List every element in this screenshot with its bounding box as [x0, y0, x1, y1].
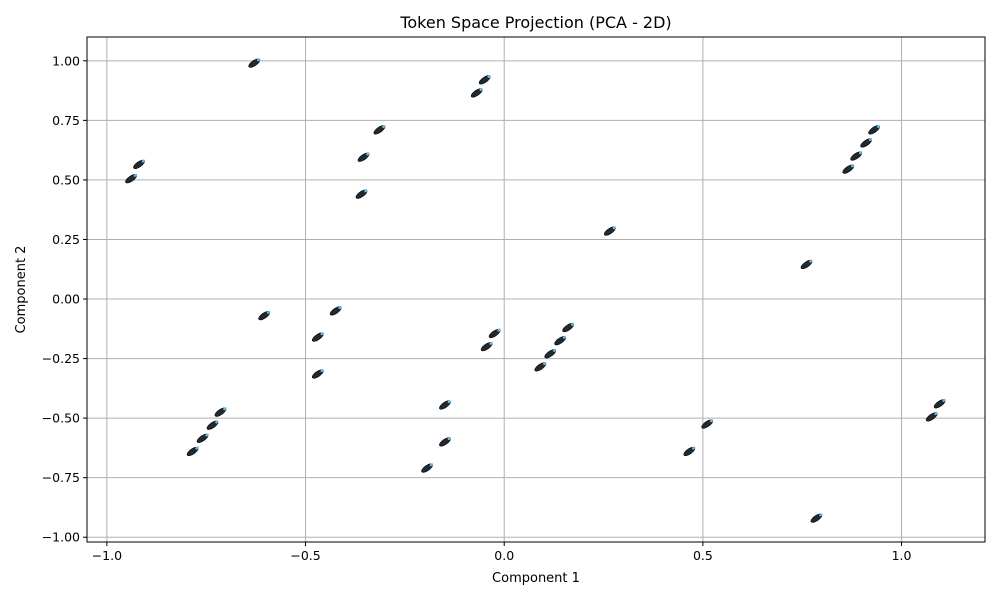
- x-axis-label: Component 1: [492, 571, 580, 586]
- data-point-highlight: [934, 412, 938, 416]
- data-point: [683, 446, 696, 457]
- data-point-highlight: [320, 332, 324, 336]
- data-point: [470, 88, 483, 98]
- data-point: [842, 164, 855, 174]
- data-point: [933, 398, 946, 409]
- data-point-highlight: [562, 335, 567, 339]
- data-point-highlight: [320, 369, 324, 373]
- data-point: [480, 341, 493, 352]
- data-point-highlight: [447, 400, 452, 404]
- y-tick-label: −0.50: [42, 411, 80, 426]
- data-point: [311, 332, 324, 342]
- axis-ticks: −1.0 −0.5 0.0 0.5 1.0 −1.00 −0.75 −0.50 −0.25 0.0…: [42, 53, 912, 563]
- data-point: [604, 226, 616, 236]
- data-point-highlight: [133, 173, 138, 177]
- data-point: [810, 513, 823, 523]
- data-point: [800, 259, 813, 270]
- y-tick-label: −1.00: [42, 530, 80, 545]
- data-point: [214, 407, 227, 417]
- x-tick-label: 0.0: [494, 548, 514, 563]
- data-point: [248, 58, 261, 68]
- y-tick-label: −0.25: [42, 351, 80, 366]
- data-points: [125, 58, 946, 523]
- data-point-highlight: [497, 328, 501, 332]
- chart-title: Token Space Projection (PCA - 2D): [399, 13, 671, 32]
- data-point-highlight: [570, 322, 575, 326]
- data-point-highlight: [256, 58, 261, 62]
- data-point: [701, 419, 714, 429]
- data-point: [186, 446, 199, 457]
- data-point-highlight: [223, 407, 227, 411]
- data-point-highlight: [876, 125, 881, 129]
- data-point: [925, 412, 938, 422]
- data-point-highlight: [612, 226, 616, 230]
- data-point: [850, 151, 863, 161]
- y-tick-label: 0.00: [52, 292, 80, 307]
- x-tick-label: −0.5: [290, 548, 320, 563]
- data-point: [329, 306, 342, 316]
- y-tick-label: 1.00: [52, 53, 80, 68]
- data-point: [357, 152, 370, 162]
- data-point: [554, 335, 567, 346]
- data-point-highlight: [868, 138, 873, 142]
- data-point-highlight: [942, 398, 946, 402]
- grid: [87, 37, 985, 542]
- data-point-highlight: [266, 310, 271, 314]
- data-point-highlight: [195, 446, 199, 450]
- data-point: [196, 433, 209, 443]
- y-axis-label: Component 2: [14, 246, 29, 334]
- data-point-highlight: [858, 151, 863, 155]
- x-tick-label: 1.0: [892, 548, 912, 563]
- data-point: [860, 138, 873, 148]
- data-point-highlight: [489, 341, 493, 345]
- x-tick-label: 0.5: [693, 548, 713, 563]
- data-point-highlight: [447, 437, 452, 441]
- data-point: [258, 310, 271, 321]
- data-point: [125, 173, 138, 184]
- data-point-highlight: [851, 164, 855, 168]
- data-point-highlight: [338, 306, 342, 310]
- data-point: [421, 463, 434, 473]
- data-point-highlight: [809, 259, 813, 263]
- data-point-highlight: [429, 463, 434, 467]
- data-point: [373, 125, 386, 135]
- y-tick-label: −0.75: [42, 470, 80, 485]
- data-point-highlight: [692, 446, 696, 450]
- data-point: [439, 437, 452, 447]
- data-point-highlight: [382, 125, 386, 129]
- data-point: [562, 322, 575, 333]
- data-point: [868, 125, 881, 135]
- data-point: [544, 348, 557, 359]
- data-point-highlight: [709, 419, 714, 423]
- data-point-highlight: [205, 433, 209, 437]
- data-point-highlight: [479, 88, 483, 92]
- data-point-highlight: [364, 189, 368, 193]
- data-point: [133, 159, 146, 169]
- y-tick-label: 0.75: [52, 113, 80, 128]
- data-point: [488, 328, 501, 339]
- data-point-highlight: [487, 75, 491, 78]
- data-point-highlight: [366, 152, 370, 156]
- data-point-highlight: [141, 159, 146, 163]
- data-point: [206, 420, 219, 430]
- y-tick-label: 0.25: [52, 232, 80, 247]
- data-point: [478, 75, 491, 85]
- plot-frame: [86, 36, 986, 543]
- data-point-highlight: [552, 348, 557, 352]
- data-point: [355, 189, 368, 199]
- data-point-highlight: [215, 420, 219, 424]
- data-point-highlight: [543, 362, 547, 366]
- data-point: [311, 369, 324, 379]
- y-tick-label: 0.50: [52, 172, 80, 187]
- data-point-highlight: [819, 513, 823, 517]
- data-point: [439, 400, 452, 410]
- x-tick-label: −1.0: [92, 548, 122, 563]
- data-point: [534, 362, 547, 372]
